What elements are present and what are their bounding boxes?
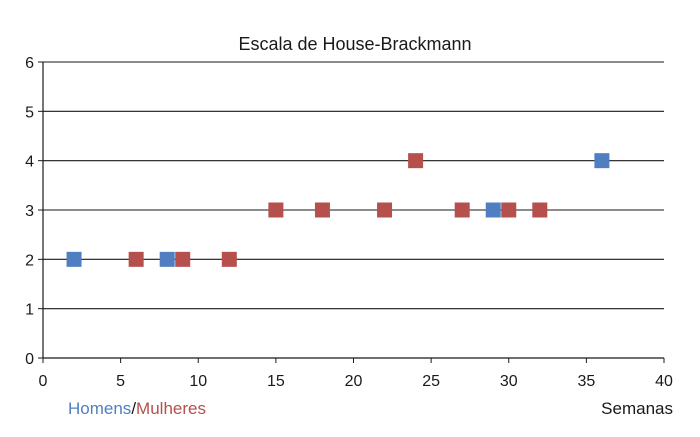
point-mulheres-6 <box>408 153 424 169</box>
x-tick-label-40: 40 <box>655 373 673 390</box>
x-tick-label-25: 25 <box>422 373 440 390</box>
point-mulheres-2 <box>221 251 237 267</box>
x-tick-label-10: 10 <box>189 373 207 390</box>
point-homens-1 <box>159 251 175 267</box>
x-tick-label-20: 20 <box>345 373 363 390</box>
point-mulheres-5 <box>377 202 393 218</box>
y-tick-label-6: 6 <box>25 55 34 72</box>
x-tick-label-5: 5 <box>116 373 125 390</box>
x-tick-label-35: 35 <box>577 373 595 390</box>
legend-entry-mulheres: Mulheres <box>136 399 206 418</box>
point-mulheres-9 <box>532 202 548 218</box>
y-tick-label-0: 0 <box>25 351 34 368</box>
y-tick-label-2: 2 <box>25 252 34 269</box>
legend-entry-homens: Homens <box>68 399 131 418</box>
grid-lines <box>43 61 664 310</box>
x-axis-ticks: 0 5 10 15 20 25 30 35 40 <box>39 358 673 390</box>
point-mulheres-0 <box>128 251 144 267</box>
x-axis-label: Semanas <box>601 399 673 418</box>
y-axis-ticks: 0 1 2 3 4 5 6 <box>25 55 43 368</box>
x-tick-label-0: 0 <box>39 373 48 390</box>
x-tick-label-30: 30 <box>500 373 518 390</box>
point-mulheres-3 <box>268 202 284 218</box>
point-homens-0 <box>66 251 82 267</box>
legend-separator: / <box>131 399 136 418</box>
y-tick-label-4: 4 <box>25 154 34 171</box>
point-mulheres-1 <box>175 251 191 267</box>
y-tick-label-3: 3 <box>25 203 34 220</box>
y-tick-label-5: 5 <box>25 104 34 121</box>
point-mulheres-7 <box>454 202 470 218</box>
point-mulheres-4 <box>314 202 330 218</box>
point-mulheres-8 <box>501 202 517 218</box>
point-homens-3 <box>594 153 610 169</box>
data-points <box>66 153 610 267</box>
chart-title: Escala de House-Brackmann <box>238 34 471 54</box>
x-tick-label-15: 15 <box>267 373 285 390</box>
legend: Homens/Mulheres <box>68 399 206 418</box>
y-tick-label-1: 1 <box>25 302 34 319</box>
point-homens-2 <box>485 202 501 218</box>
